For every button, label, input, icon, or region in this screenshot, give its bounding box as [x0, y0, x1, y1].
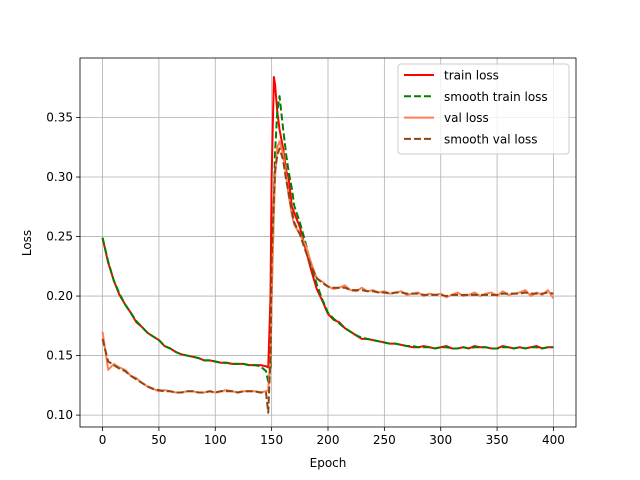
y-tick-label: 0.15	[46, 349, 73, 363]
legend-box	[397, 63, 570, 155]
y-tick-label: 0.25	[46, 230, 73, 244]
x-tick-label: 250	[373, 433, 396, 447]
plot-series	[101, 76, 555, 414]
x-tick-label: 50	[151, 433, 166, 447]
x-tick-label: 350	[486, 433, 509, 447]
y-tick-label: 0.30	[46, 170, 73, 184]
series-line-3	[101, 147, 554, 414]
y-axis-label: Loss	[20, 230, 34, 256]
x-tick-label: 300	[429, 433, 452, 447]
series-line-2	[101, 140, 555, 394]
x-tick-label: 200	[317, 433, 340, 447]
legend-label-3: smooth val loss	[444, 132, 538, 146]
axis-ticks: 0 50 100 150 200 250 300 350 400 0.10 0.15 0.20 0.25…	[46, 111, 565, 447]
y-tick-label: 0.20	[46, 289, 73, 303]
x-tick-label: 150	[260, 433, 283, 447]
y-tick-label: 0.35	[46, 111, 73, 125]
x-axis-label: Epoch	[310, 456, 347, 470]
legend-label-0: train loss	[444, 69, 499, 83]
x-tick-label: 0	[99, 433, 107, 447]
legend-label-1: smooth train loss	[444, 90, 548, 104]
legend: train loss smooth train loss val loss smoot…	[397, 63, 570, 155]
y-tick-label: 0.10	[46, 408, 73, 422]
legend-label-2: val loss	[444, 111, 489, 125]
x-tick-label: 400	[542, 433, 565, 447]
x-tick-label: 100	[204, 433, 227, 447]
